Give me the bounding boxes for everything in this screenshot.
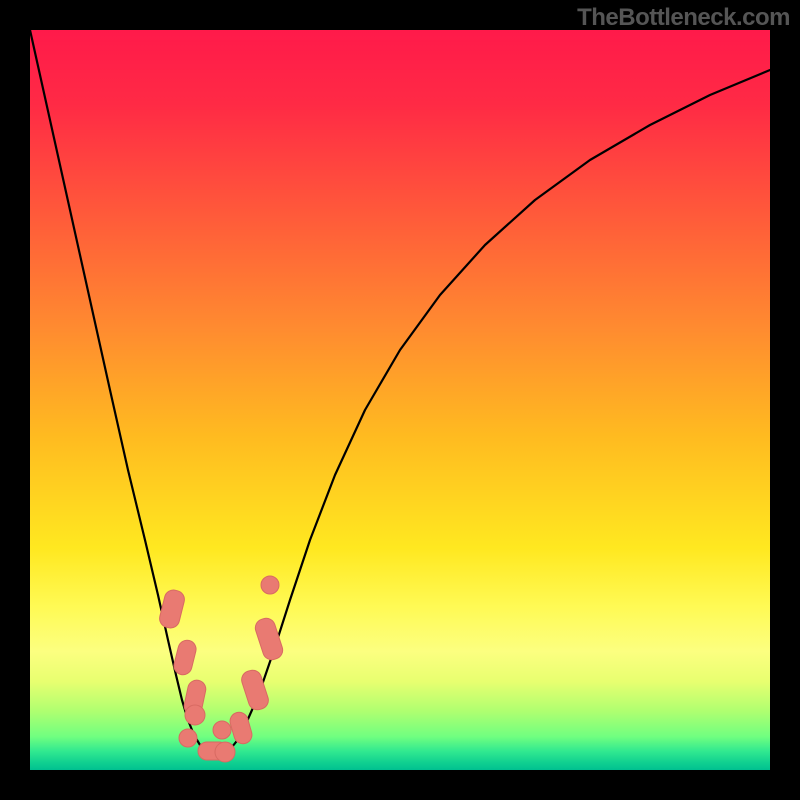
marker-dot (213, 721, 231, 739)
marker-dot (185, 705, 205, 725)
chart-container: TheBottleneck.com (0, 0, 800, 800)
marker-dot (179, 729, 197, 747)
marker-dot (261, 576, 279, 594)
marker-dot (215, 742, 235, 762)
plot-background (30, 30, 770, 770)
watermark-text: TheBottleneck.com (577, 4, 790, 32)
bottleneck-chart (0, 0, 800, 800)
